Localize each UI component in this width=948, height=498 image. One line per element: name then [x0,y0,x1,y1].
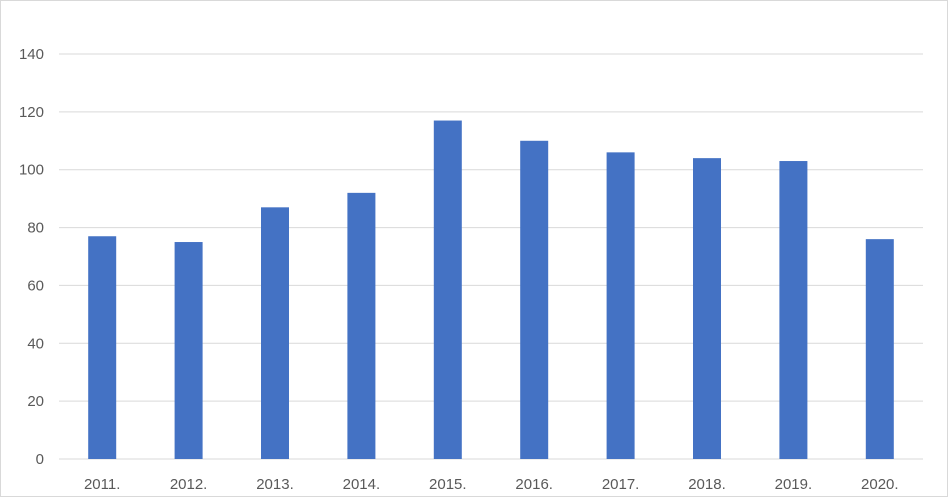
y-tick-label: 100 [19,162,44,179]
x-tick-label: 2014. [343,476,381,493]
y-tick-label: 140 [19,46,44,63]
y-tick-label: 0 [36,451,44,468]
bar [779,161,808,460]
y-tick-label: 60 [27,277,44,294]
x-tick-label: 2017. [602,476,640,493]
bar [347,192,376,459]
bar [865,239,894,459]
bar [88,236,117,459]
x-tick-label: 2013. [256,476,294,493]
bar [520,140,549,460]
x-tick-label: 2011. [84,476,120,493]
y-tick-label: 40 [27,335,44,352]
x-tick-label: 2020. [861,476,899,493]
bars [88,120,894,460]
y-tick-label: 120 [19,104,44,121]
bar [606,152,635,459]
x-tick-label: 2012. [170,476,208,493]
x-tick-label: 2018. [688,476,726,493]
y-tick-label: 80 [27,220,44,237]
x-tick-label: 2015. [429,476,467,493]
y-axis-ticks: 0 20 40 60 80 100 120 140 [19,46,44,468]
bar [174,242,203,459]
x-axis-ticks: 2011. 2012. 2013. 2014. 2015. 2016. 2017. 2018.… [84,476,899,493]
bar [693,158,721,459]
gridlines [59,53,923,460]
bar [433,120,462,460]
x-tick-label: 2016. [515,476,553,493]
y-tick-label: 20 [27,393,44,410]
x-tick-label: 2019. [775,476,813,493]
bar [261,207,289,459]
